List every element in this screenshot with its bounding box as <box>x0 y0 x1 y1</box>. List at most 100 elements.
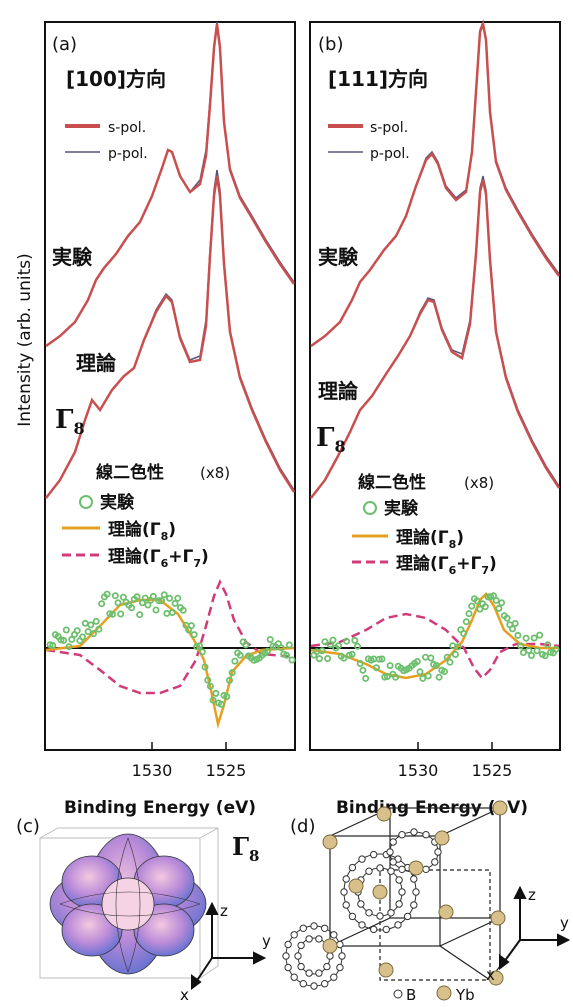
boron-atom <box>357 900 365 908</box>
ld-title-a: 線二色性 <box>96 462 164 483</box>
ld-theory-g67-a: 理論(Γ6+Γ7) <box>108 546 209 570</box>
boron-atom <box>431 858 439 866</box>
ld-scale-b: (x8) <box>464 474 494 492</box>
ld-exp-dot <box>204 676 212 684</box>
panel-a-label: (a) <box>52 34 77 55</box>
ld-exp-dot <box>92 617 100 625</box>
ld-exp-dot <box>315 655 323 663</box>
label-theory-b: 理論 <box>318 379 359 403</box>
panel-d-axis-y: y <box>560 914 569 932</box>
ld-exp-dot <box>473 597 481 605</box>
ld-exp-dot <box>419 674 427 682</box>
legend-p-pol-a: p-pol. <box>108 146 148 162</box>
ld-exp-dot <box>73 627 81 635</box>
ld-exp-dot <box>340 654 348 662</box>
ld-exp-dot <box>324 655 332 663</box>
ld-theory-g67-b: 理論(Γ6+Γ7) <box>396 553 497 577</box>
ld-exp-dot <box>231 657 239 665</box>
panel-c-axis-x: x <box>180 986 189 1004</box>
boron-atom <box>395 876 403 884</box>
legend-exp-dot-b <box>363 501 377 515</box>
boron-atom <box>342 901 350 909</box>
ld-exp-dot <box>149 592 157 600</box>
boron-atom <box>284 940 292 949</box>
panel-c-gamma8: Γ8 <box>232 832 259 865</box>
ld-exp-dot <box>160 591 168 599</box>
ld-theory-g67-curve-a <box>45 579 295 695</box>
ld-exp-dot <box>343 637 351 645</box>
ld-exp-dot <box>201 663 209 671</box>
boron-atoms <box>282 828 442 990</box>
ld-exp-dot <box>372 664 380 672</box>
ld-exp-dot <box>519 649 527 657</box>
ld-exp-dot <box>432 662 440 670</box>
boron-atom <box>403 912 412 921</box>
boron-atom <box>299 924 307 932</box>
boron-atom <box>387 867 395 875</box>
ld-exp-dot <box>468 602 476 610</box>
boron-atom <box>395 900 403 908</box>
label-gamma8-b: Γ8 <box>316 423 346 456</box>
ld-exp-dot <box>65 643 73 651</box>
boron-atom <box>389 858 397 866</box>
ld-exp-dot <box>236 651 244 659</box>
boron-atom <box>398 865 406 873</box>
ld-exp-a: 実験 <box>100 492 135 513</box>
ld-theory-g8-a: 理論(Γ8) <box>108 519 176 543</box>
ld-exp-dot <box>128 604 136 612</box>
panel-a-frame <box>44 21 296 751</box>
ld-exp-dot <box>119 593 127 601</box>
ld-exp-dot <box>413 658 421 666</box>
ld-title-b: 線二色性 <box>358 472 426 493</box>
ld-exp-dot <box>109 610 117 618</box>
ld-exp-dot <box>392 673 400 681</box>
boron-atom <box>336 940 344 949</box>
ld-exp-dot <box>90 630 98 638</box>
ld-exp-dot <box>196 642 204 650</box>
boron-atom <box>330 931 338 939</box>
ld-exp-dot <box>198 648 206 656</box>
ld-exp-dot <box>427 654 435 662</box>
ld-exp-dot <box>228 669 236 677</box>
legend-yb: Yb <box>455 986 475 1004</box>
ld-exp-dot <box>163 609 171 617</box>
ld-exp-dot <box>141 594 149 602</box>
boron-atom <box>326 952 334 960</box>
ld-exp-dot <box>285 641 293 649</box>
ld-exp-dot <box>171 599 179 607</box>
label-gamma8-a: Γ8 <box>55 405 85 438</box>
boron-atom <box>398 888 406 896</box>
boron-atom <box>358 921 366 929</box>
ld-exp-dot <box>443 653 451 661</box>
panel-d-label: (d) <box>290 816 315 837</box>
ld-exp-dot <box>351 636 359 644</box>
boron-atom <box>348 912 357 921</box>
ld-exp-dot <box>277 644 285 652</box>
ld-exp-dot <box>522 634 530 642</box>
boron-atom <box>299 980 307 988</box>
panel-b: (b) [111]方向 s-pol. p-pol. 実験 理論 Γ8 線二色性 … <box>309 19 561 818</box>
ld-exp-dot <box>60 636 68 644</box>
boron-atom <box>410 828 418 836</box>
ld-exp-dot <box>138 599 146 607</box>
ld-exp-dot <box>152 606 160 614</box>
boron-cages <box>285 831 439 987</box>
boron-atom <box>382 925 390 934</box>
ld-exp-dot <box>383 673 391 681</box>
ld-exp-dot <box>495 604 503 612</box>
boron-atom <box>412 888 420 896</box>
ld-exp-dot <box>541 652 549 660</box>
x-tick-a-1530: 1530 <box>132 761 173 780</box>
ld-exp-dot <box>460 629 468 637</box>
boron-atom <box>323 962 331 971</box>
panel-d-axes <box>499 885 571 970</box>
boron-atom <box>315 969 323 977</box>
panel-a-direction: [100]方向 <box>66 67 166 91</box>
panel-b-label: (b) <box>318 34 343 55</box>
ld-exp-dot <box>168 609 176 617</box>
ld-exp-dot <box>95 625 103 633</box>
label-experiment-b: 実験 <box>318 245 359 269</box>
boron-atom <box>315 935 323 943</box>
ld-exp-dot <box>157 597 165 605</box>
ld-exp-dot <box>206 682 214 690</box>
